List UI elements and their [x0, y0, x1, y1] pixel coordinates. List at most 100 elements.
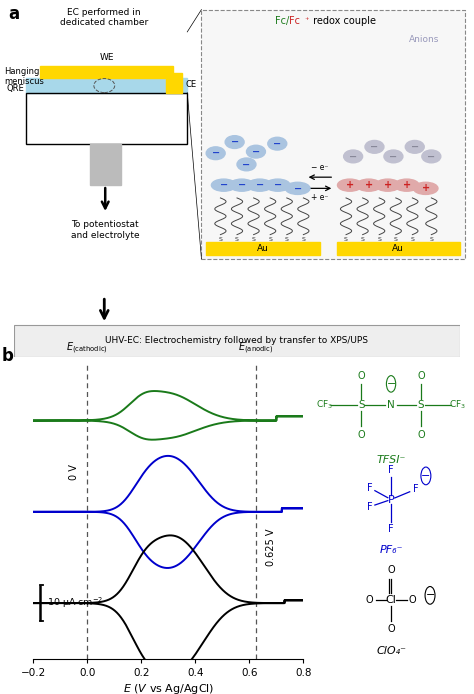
Text: redox couple: redox couple: [310, 16, 376, 26]
Text: CF$_3$: CF$_3$: [316, 399, 333, 412]
Text: −: −: [386, 379, 396, 389]
Text: −: −: [211, 149, 220, 158]
Text: −: −: [349, 151, 357, 162]
Text: S: S: [418, 400, 424, 410]
Text: +: +: [383, 180, 392, 190]
FancyBboxPatch shape: [201, 10, 465, 259]
Text: Au: Au: [257, 244, 269, 253]
Text: ⁺: ⁺: [304, 16, 309, 25]
Text: WE: WE: [100, 53, 114, 62]
Circle shape: [344, 150, 363, 163]
Circle shape: [206, 147, 225, 160]
Ellipse shape: [394, 179, 419, 192]
Text: 0 V: 0 V: [69, 464, 79, 480]
Text: −: −: [242, 160, 251, 169]
Text: To potentiostat
and electrolyte: To potentiostat and electrolyte: [71, 220, 139, 239]
Text: CF$_3$: CF$_3$: [449, 399, 466, 412]
Text: −: −: [273, 180, 282, 190]
Ellipse shape: [413, 183, 438, 194]
Bar: [90, 144, 121, 185]
Text: +: +: [365, 180, 373, 190]
Text: −: −: [237, 180, 246, 190]
Text: Anions: Anions: [409, 35, 439, 44]
Text: S: S: [268, 237, 272, 242]
Text: + e⁻: + e⁻: [311, 193, 328, 202]
Text: EC performed in
dedicated chamber: EC performed in dedicated chamber: [60, 8, 148, 27]
Ellipse shape: [211, 179, 236, 192]
Circle shape: [237, 158, 256, 171]
Ellipse shape: [356, 179, 381, 192]
Text: −: −: [273, 139, 282, 149]
Text: S: S: [410, 237, 414, 242]
Text: UHV-EC: Electrochemistry followed by transfer to XPS/UPS: UHV-EC: Electrochemistry followed by tra…: [106, 337, 368, 345]
Text: S: S: [235, 237, 239, 242]
Text: ClO₄⁻: ClO₄⁻: [376, 646, 406, 657]
Text: +: +: [346, 180, 354, 190]
Text: b: b: [2, 347, 14, 364]
Bar: [206, 242, 320, 255]
Text: S: S: [358, 400, 365, 410]
Text: a: a: [9, 5, 19, 23]
Text: O: O: [417, 430, 425, 439]
Ellipse shape: [265, 179, 290, 192]
Text: −: −: [252, 146, 260, 157]
Text: −: −: [427, 151, 436, 162]
Ellipse shape: [375, 179, 400, 192]
Text: O: O: [387, 566, 395, 575]
Text: −: −: [410, 142, 419, 152]
Text: F: F: [388, 524, 394, 534]
X-axis label: $E$ ($V$ vs Ag/AgCl): $E$ ($V$ vs Ag/AgCl): [123, 682, 214, 694]
Text: −: −: [293, 183, 302, 194]
Text: +: +: [402, 180, 411, 190]
Text: −: −: [389, 151, 398, 162]
Ellipse shape: [337, 179, 362, 192]
Text: N: N: [387, 400, 395, 410]
Text: S: S: [377, 237, 381, 242]
Text: −: −: [255, 180, 264, 190]
Text: CE: CE: [186, 80, 197, 89]
Text: O: O: [365, 595, 374, 604]
Text: −: −: [425, 591, 435, 600]
Text: O: O: [387, 625, 395, 634]
Circle shape: [268, 137, 287, 150]
Text: 10 μA cm$^{-2}$: 10 μA cm$^{-2}$: [46, 596, 103, 611]
Circle shape: [246, 145, 265, 158]
Circle shape: [225, 135, 244, 149]
Text: +: +: [421, 183, 430, 194]
Ellipse shape: [285, 183, 310, 194]
Bar: [337, 242, 460, 255]
Text: − e⁻: − e⁻: [311, 163, 328, 172]
Text: Au: Au: [392, 244, 404, 253]
Text: Fc/: Fc/: [275, 16, 289, 26]
Bar: [26, 78, 187, 92]
Text: −: −: [421, 471, 430, 481]
Circle shape: [405, 140, 424, 153]
Text: F: F: [413, 484, 419, 494]
Text: −: −: [370, 142, 379, 152]
Text: F: F: [367, 483, 372, 493]
Bar: [166, 74, 182, 92]
Text: 0.625 V: 0.625 V: [265, 528, 275, 566]
Text: PF₆⁻: PF₆⁻: [379, 545, 403, 555]
Text: S: S: [361, 237, 365, 242]
Circle shape: [365, 140, 384, 153]
Text: O: O: [409, 595, 417, 604]
Text: QRE: QRE: [7, 84, 25, 93]
Bar: [40, 66, 173, 78]
Text: F: F: [367, 502, 372, 512]
Text: S: S: [429, 237, 433, 242]
Ellipse shape: [229, 179, 254, 192]
Text: S: S: [285, 237, 289, 242]
Text: O: O: [357, 430, 365, 439]
Text: S: S: [344, 237, 348, 242]
Text: Hanging
meniscus: Hanging meniscus: [4, 67, 44, 86]
Bar: [26, 92, 187, 144]
Text: O: O: [417, 371, 425, 380]
Text: S: S: [219, 237, 222, 242]
Text: −: −: [230, 137, 239, 147]
Text: S: S: [252, 237, 255, 242]
Text: −: −: [219, 180, 228, 190]
Circle shape: [422, 150, 441, 163]
Text: S: S: [301, 237, 305, 242]
Text: TFSI⁻: TFSI⁻: [376, 455, 406, 465]
